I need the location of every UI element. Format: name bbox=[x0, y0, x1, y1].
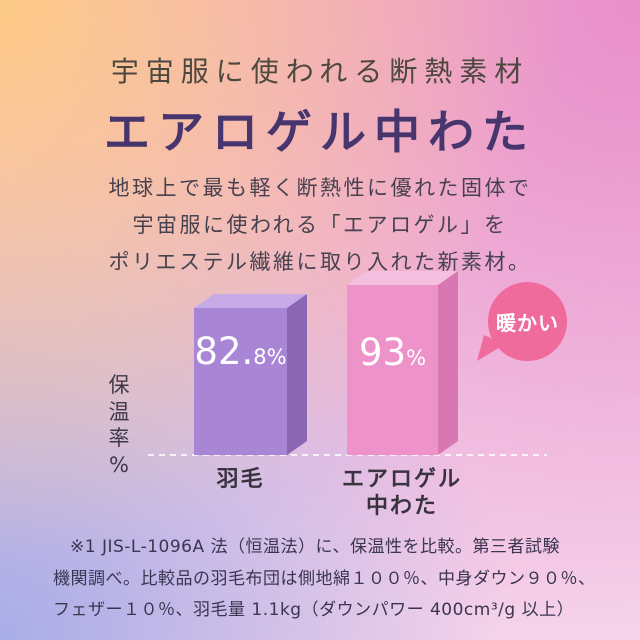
bar-label-aerogel: エアロゲル 中わた bbox=[341, 467, 462, 519]
page-subtitle: 宇宙服に使われる断熱素材 bbox=[110, 55, 530, 88]
bar-value-main: 82. bbox=[194, 330, 254, 373]
bar-front-face bbox=[347, 285, 438, 455]
product-description: 地球上で最も軽く断熱性に優れた固体で 宇宙服に使われる「エアロゲル」を ポリエス… bbox=[108, 176, 532, 274]
bar-value-sub: % bbox=[406, 346, 427, 370]
bar-value-sub: 8% bbox=[253, 345, 287, 369]
footnote: ※1 JIS-L-1096A 法（恒温法）に、保温性を比較。第三者試験 機関調べ… bbox=[53, 532, 598, 627]
callout-bubble: 暖かい bbox=[488, 282, 567, 361]
footnote-line: ※1 JIS-L-1096A 法（恒温法）に、保温性を比較。第三者試験 bbox=[70, 537, 561, 557]
bar-value-down: 82.8% bbox=[194, 330, 287, 373]
bar-label-down: 羽毛 bbox=[216, 467, 265, 492]
footnote-line: フェザー１０％、羽毛量 1.1kg（ダウンパワー 400cm³/g 以上） bbox=[53, 600, 575, 620]
bar-side-face bbox=[438, 271, 458, 455]
bar-front-face bbox=[194, 308, 287, 455]
bar-aerogel: 93% bbox=[347, 285, 438, 455]
bar-value-main: 93 bbox=[358, 331, 407, 374]
bar-down-feather: 82.8% bbox=[194, 308, 287, 455]
bar-side-face bbox=[287, 294, 307, 455]
bar-top-face bbox=[194, 294, 307, 308]
y-axis-label: 保 温 率 % bbox=[108, 373, 130, 477]
chart-baseline bbox=[148, 454, 547, 456]
footnote-line: 機関調べ。比較品の羽毛布団は側地綿１００％、中身ダウン９０％、 bbox=[53, 568, 596, 589]
bar-top-face bbox=[347, 271, 458, 285]
page-title: エアロゲル中わた bbox=[104, 105, 536, 159]
bar-value-aerogel: 93% bbox=[347, 331, 438, 374]
